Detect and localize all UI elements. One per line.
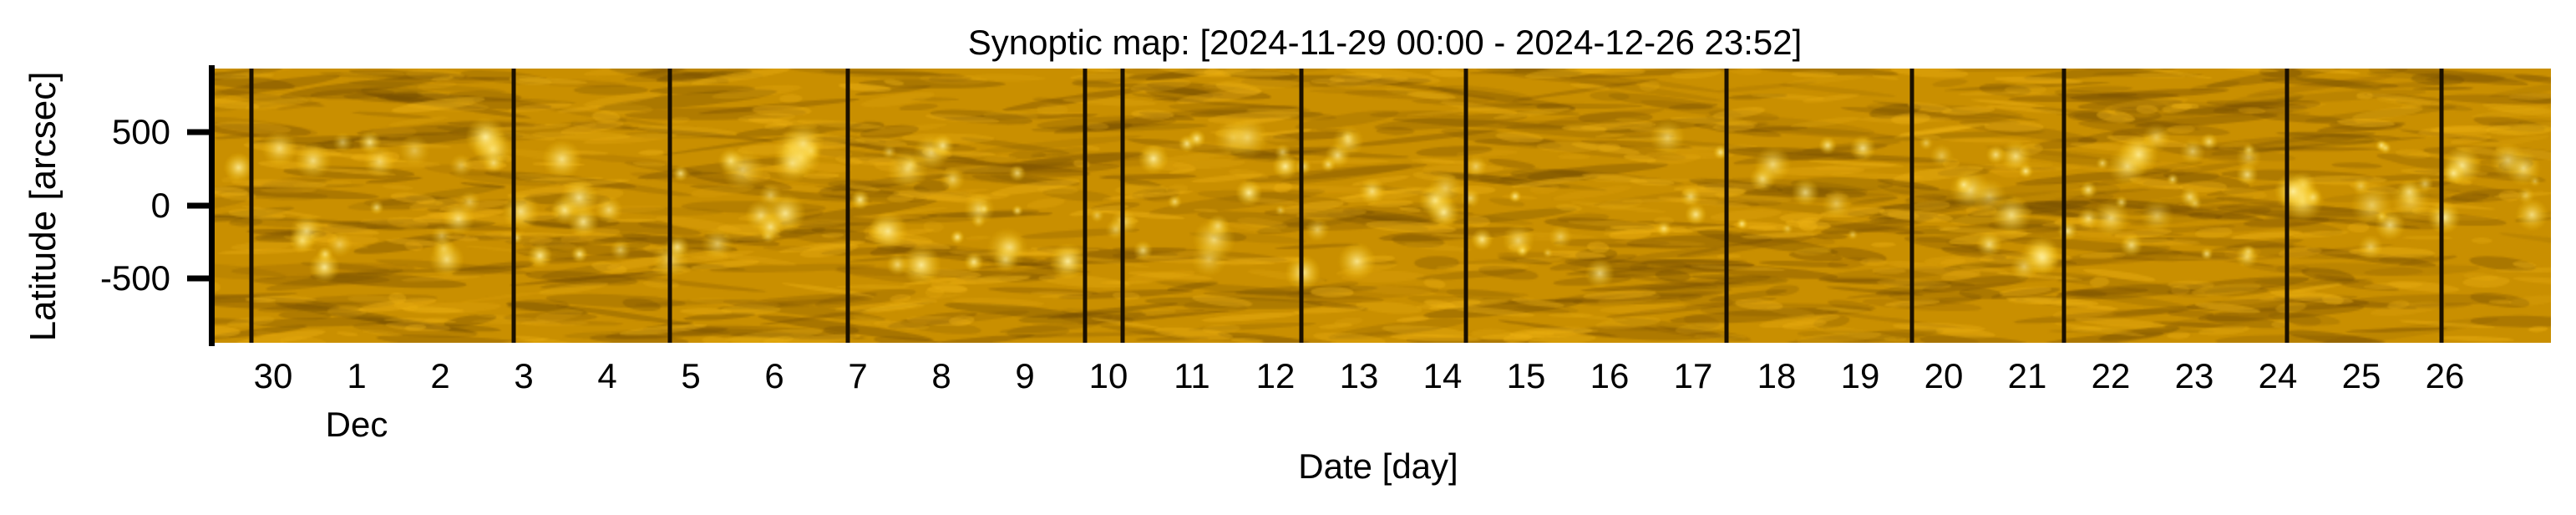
chart-title: Synoptic map: [2024-11-29 00:00 - 2024-1… xyxy=(967,23,1803,62)
data-gap-line xyxy=(249,69,254,343)
data-gap-line xyxy=(845,69,850,343)
y-tick-label: 0 xyxy=(150,185,170,225)
synoptic-map-plot-area xyxy=(212,69,2551,343)
data-gap-line xyxy=(511,69,516,343)
x-tick-label: 20 xyxy=(1924,356,1964,395)
y-tick xyxy=(187,275,212,282)
x-tick-label: 19 xyxy=(1840,356,1880,395)
x-tick-label: 9 xyxy=(1015,356,1035,395)
x-tick-label: 10 xyxy=(1088,356,1128,395)
x-tick-label: 26 xyxy=(2425,356,2465,395)
data-gap-line xyxy=(1724,69,1729,343)
y-tick xyxy=(187,202,212,209)
x-axis-label: Date [day] xyxy=(1298,446,1458,486)
x-tick-label: 16 xyxy=(1590,356,1630,395)
x-tick-label: 8 xyxy=(931,356,951,395)
y-tick xyxy=(187,129,212,135)
data-gap-line xyxy=(1909,69,1914,343)
x-tick-label: 12 xyxy=(1255,356,1296,395)
x-tick-label: 11 xyxy=(1174,356,1210,395)
x-tick-label: 18 xyxy=(1757,356,1797,395)
x-tick-label: 24 xyxy=(2258,356,2298,395)
y-axis-label: Latitude [arcsec] xyxy=(23,71,63,342)
data-gap-line xyxy=(2284,69,2289,343)
data-gap-line xyxy=(1120,69,1125,343)
x-tick-label: 2 xyxy=(430,356,450,395)
x-tick-label: 15 xyxy=(1506,356,1546,395)
data-gap-line xyxy=(2061,69,2066,343)
x-tick-label: 1 xyxy=(347,356,367,395)
data-gap-line xyxy=(1299,69,1304,343)
x-tick-label: 3 xyxy=(514,356,534,395)
y-tick-label: 500 xyxy=(111,112,170,152)
x-tick-label: 4 xyxy=(597,356,617,395)
data-gap-line xyxy=(1463,69,1468,343)
x-tick-label: 5 xyxy=(681,356,701,395)
x-axis-month-label: Dec xyxy=(325,405,388,444)
data-gap-line xyxy=(667,69,672,343)
y-tick-label: -500 xyxy=(99,258,170,298)
x-tick-label: 7 xyxy=(848,356,868,395)
x-tick-label: 22 xyxy=(2091,356,2131,395)
x-tick-label: 6 xyxy=(764,356,784,395)
data-gap-line xyxy=(2439,69,2444,343)
x-tick-label: 17 xyxy=(1673,356,1713,395)
x-tick-label: 23 xyxy=(2174,356,2214,395)
synoptic-map-image xyxy=(212,69,2551,343)
x-tick-label: 13 xyxy=(1339,356,1379,395)
x-tick-label: 30 xyxy=(253,356,293,395)
x-tick-label: 25 xyxy=(2341,356,2381,395)
data-gap-line xyxy=(1083,69,1088,343)
x-tick-label: 14 xyxy=(1422,356,1463,395)
x-tick-label: 21 xyxy=(2007,356,2047,395)
